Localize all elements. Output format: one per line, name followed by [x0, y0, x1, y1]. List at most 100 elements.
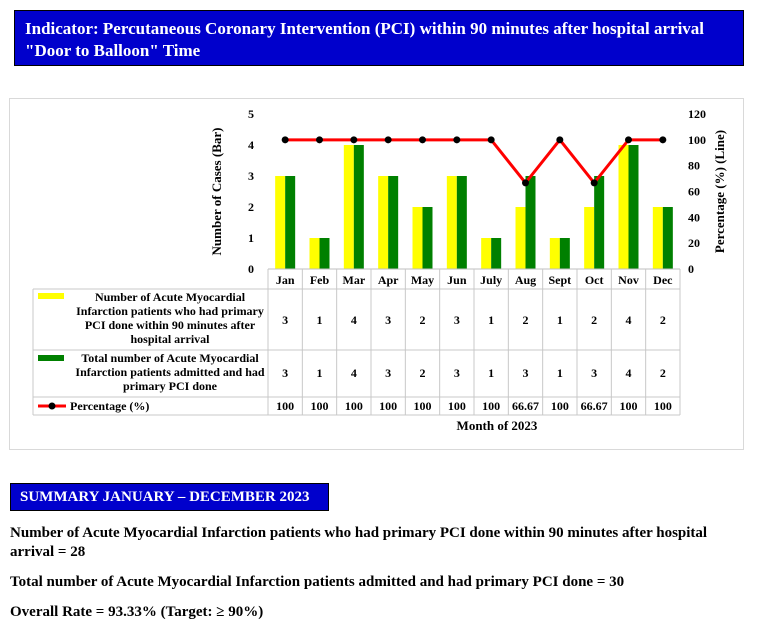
table-value-percentage: 100	[551, 399, 569, 413]
month-label: Jan	[276, 273, 295, 287]
table-value-total-admitted: 2	[660, 366, 666, 380]
month-label: Sept	[548, 273, 571, 287]
month-label: Aug	[515, 273, 536, 287]
y2-tick-label: 60	[688, 185, 700, 199]
month-label: Oct	[585, 273, 604, 287]
percentage-marker	[316, 136, 323, 144]
percentage-marker	[625, 136, 632, 144]
percentage-marker	[556, 136, 564, 144]
bar-within-90-min	[412, 207, 423, 269]
month-label: Jun	[447, 273, 467, 287]
month-label: Nov	[618, 273, 639, 287]
table-value-percentage: 66.67	[581, 399, 608, 413]
month-label: July	[480, 273, 502, 287]
table-value-within-90-min: 1	[317, 313, 323, 327]
table-value-total-admitted: 1	[317, 366, 323, 380]
table-value-percentage: 100	[654, 399, 672, 413]
table-value-percentage: 100	[620, 399, 638, 413]
bar-within-90-min	[446, 176, 457, 269]
y-axis-title: Number of Cases (Bar)	[209, 128, 224, 256]
table-value-percentage: 100	[414, 399, 432, 413]
bar-total-admitted	[628, 145, 639, 269]
x-axis-title: Month of 2023	[457, 418, 538, 433]
bar-within-90-min	[481, 238, 492, 269]
table-value-within-90-min: 3	[454, 313, 460, 327]
table-value-within-90-min: 4	[351, 313, 357, 327]
y2-tick-label: 20	[688, 236, 700, 250]
indicator-title: Indicator: Percutaneous Coronary Interve…	[14, 10, 744, 66]
bar-within-90-min	[343, 145, 354, 269]
y-tick-label: 3	[248, 169, 254, 183]
bar-total-admitted	[594, 176, 605, 269]
bar-total-admitted	[388, 176, 399, 269]
percentage-line	[285, 137, 663, 186]
summary-line-denominator: Total number of Acute Myocardial Infarct…	[10, 574, 625, 590]
summary-line-overall-rate: Overall Rate = 93.33% (Target: ≥ 90%)	[10, 604, 264, 620]
bar-within-90-min	[309, 238, 320, 269]
table-value-total-admitted: 1	[488, 366, 494, 380]
table-value-within-90-min: 3	[282, 313, 288, 327]
table-value-total-admitted: 2	[420, 366, 426, 380]
month-label: Mar	[343, 273, 366, 287]
table-value-within-90-min: 2	[420, 313, 426, 327]
table-value-total-admitted: 3	[385, 366, 391, 380]
percentage-marker	[522, 179, 529, 187]
percentage-marker	[419, 136, 426, 144]
table-value-percentage: 100	[311, 399, 329, 413]
percentage-marker	[350, 136, 358, 144]
y2-tick-label: 100	[688, 133, 706, 147]
percentage-marker	[590, 179, 598, 187]
bar-within-90-min	[378, 176, 389, 269]
percentage-marker	[487, 136, 495, 144]
month-label: Feb	[310, 273, 330, 287]
table-value-total-admitted: 3	[523, 366, 529, 380]
table-value-total-admitted: 3	[591, 366, 597, 380]
table-value-within-90-min: 4	[626, 313, 632, 327]
table-value-percentage: 100	[345, 399, 363, 413]
y-tick-label: 4	[248, 138, 254, 152]
table-value-total-admitted: 4	[626, 366, 632, 380]
table-value-within-90-min: 1	[488, 313, 494, 327]
bar-total-admitted	[456, 176, 467, 269]
bar-within-90-min	[275, 176, 286, 269]
table-value-within-90-min: 2	[523, 313, 529, 327]
bar-total-admitted	[285, 176, 296, 269]
table-value-within-90-min: 2	[660, 313, 666, 327]
table-value-within-90-min: 2	[591, 313, 597, 327]
percentage-marker	[281, 136, 289, 144]
legend-key-percentage-marker	[48, 402, 56, 410]
y-tick-label: 2	[248, 200, 254, 214]
chart-frame: 0 1 2 3 4 5 0 20 40 60 80 100 120 Number of Cases (Ba…	[9, 98, 744, 450]
y2-tick-label: 120	[688, 107, 706, 121]
bar-within-90-min	[549, 238, 560, 269]
series-name-total-admitted: Total number of Acute Myocardial Infarcti…	[75, 351, 264, 393]
percentage-marker	[659, 136, 667, 144]
month-label: May	[411, 273, 434, 287]
bar-total-admitted	[491, 238, 502, 269]
percentage-marker	[384, 136, 392, 144]
table-value-percentage: 100	[482, 399, 500, 413]
percentage-marker	[453, 136, 461, 144]
bar-total-admitted	[422, 207, 433, 269]
bar-total-admitted	[662, 207, 673, 269]
combo-chart: 0 1 2 3 4 5 0 20 40 60 80 100 120 Number of Cases (Ba…	[32, 107, 727, 433]
bar-total-admitted	[559, 238, 570, 269]
bar-total-admitted	[319, 238, 330, 269]
y2-tick-label: 0	[688, 262, 694, 276]
bar-within-90-min	[652, 207, 663, 269]
table-value-total-admitted: 3	[454, 366, 460, 380]
table-value-within-90-min: 1	[557, 313, 563, 327]
summary-heading: SUMMARY JANUARY – DECEMBER 2023	[10, 483, 329, 511]
table-value-total-admitted: 3	[282, 366, 288, 380]
series-name-within-90-min: Number of Acute Myocardial Infarction pat…	[76, 290, 264, 346]
month-label: Apr	[378, 273, 399, 287]
legend-key-within-90-min	[38, 293, 64, 299]
table-value-percentage: 100	[379, 399, 397, 413]
bar-total-admitted	[525, 176, 536, 269]
table-value-percentage: 100	[276, 399, 294, 413]
series-name-percentage: Percentage (%)	[70, 399, 149, 413]
y-tick-label: 5	[248, 107, 254, 121]
table-value-percentage: 100	[448, 399, 466, 413]
y2-tick-label: 80	[688, 159, 700, 173]
table-value-total-admitted: 1	[557, 366, 563, 380]
